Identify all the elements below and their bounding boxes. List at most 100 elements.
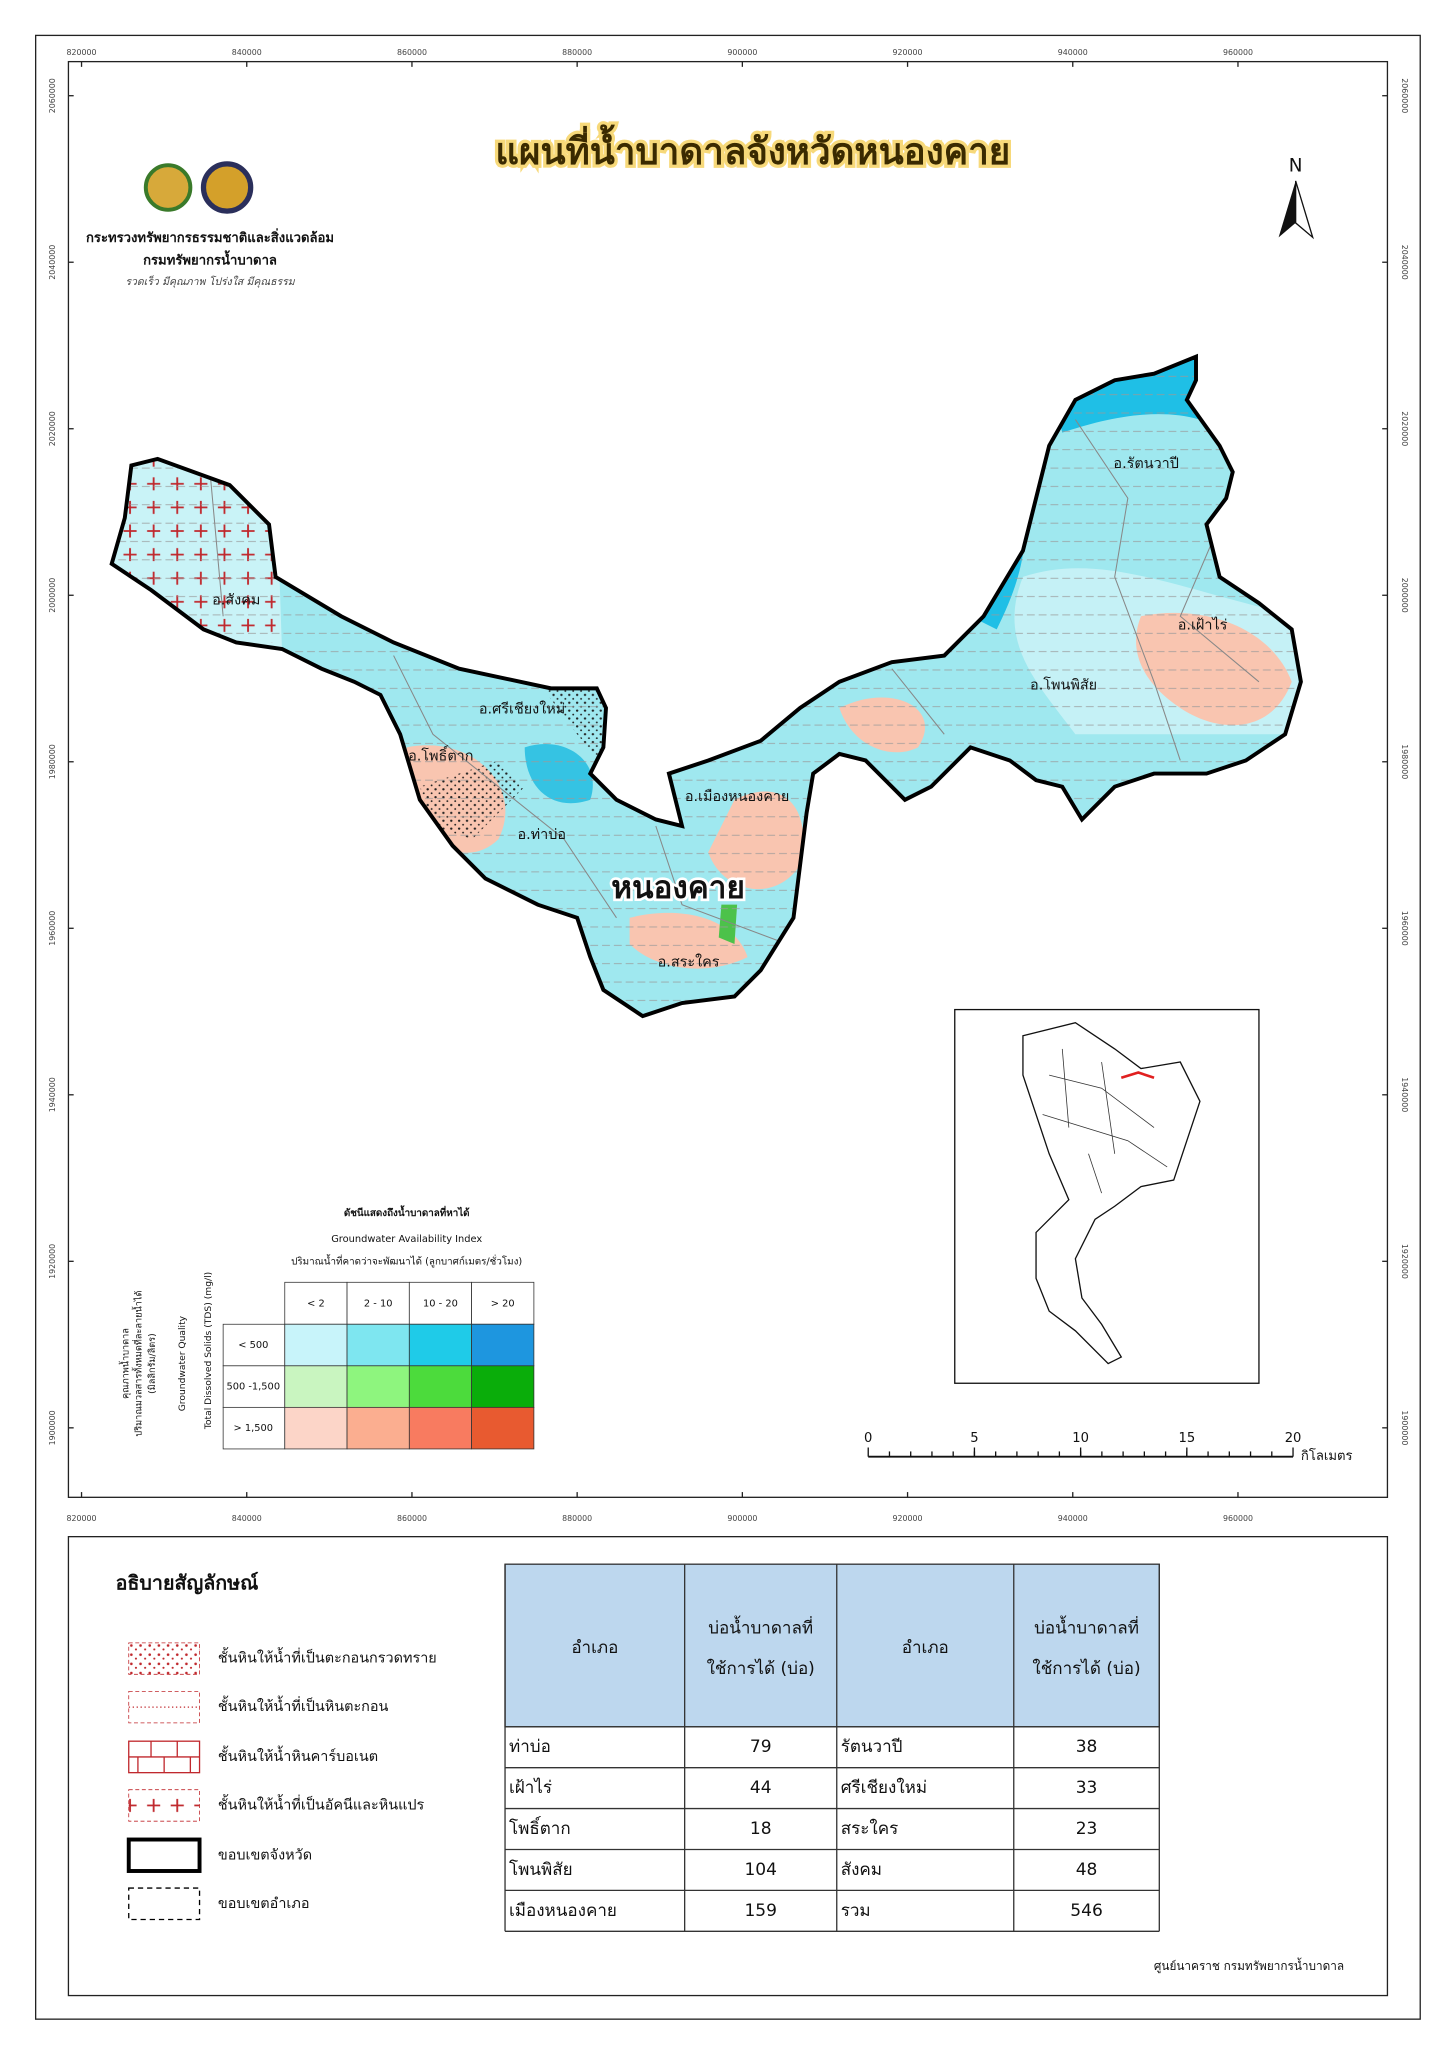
y-tick-label: 1960000	[48, 911, 57, 946]
y-tick-label: 1900000	[1400, 1410, 1409, 1445]
x-tick-label: 840000	[232, 48, 262, 57]
y-tick-label: 2000000	[48, 578, 57, 613]
district-label: อ.ศรีเชียงใหม่	[479, 700, 565, 717]
x-tick-label: 900000	[727, 1514, 757, 1523]
x-tick-label: 940000	[1058, 48, 1088, 57]
table-header: บ่อน้ำบาดาลที่	[708, 1615, 813, 1638]
north-label: N	[1289, 156, 1303, 177]
index-cell	[346, 1406, 410, 1450]
table-cell: รวม	[841, 1901, 871, 1921]
index-row-label: > 1,500	[234, 1423, 273, 1434]
legend-symbols	[126, 1642, 202, 1921]
north-arrow-left	[1278, 180, 1296, 238]
coordinate-ticks: 820000 820000 840000 840000 860000 860000 8800…	[48, 48, 1409, 1523]
table-header: ใช้การได้ (บ่อ)	[707, 1658, 815, 1679]
x-tick-label: 860000	[397, 48, 427, 57]
x-tick-label: 840000	[232, 1514, 262, 1523]
index-title: ดัชนีแสดงถึงน้ำบาดาลที่หาได้	[344, 1205, 470, 1219]
table-cell: 38	[1076, 1737, 1098, 1757]
index-row-header	[222, 1365, 286, 1408]
ministry-name: กระทรวงทรัพยากรธรรมชาติและสิ่งแวดล้อม	[86, 227, 334, 246]
x-tick-label: 960000	[1223, 48, 1253, 57]
y-tick-label: 1940000	[1400, 1077, 1409, 1112]
table-cell: 104	[744, 1860, 777, 1880]
index-row-header	[222, 1406, 286, 1450]
table-cell: 546	[1070, 1901, 1103, 1921]
well-table: อำเภอ บ่อน้ำบาดาลที่ใช้การได้ (บ่อ) อำเภอ บ…	[504, 1563, 1160, 1932]
scale-label: 15	[1178, 1431, 1195, 1446]
index-cell	[471, 1365, 535, 1408]
scale-label: 10	[1072, 1431, 1089, 1446]
index-row-label: < 500	[238, 1340, 268, 1351]
index-cell	[408, 1365, 472, 1408]
legend-item-label: ชั้นหินให้น้ำหินคาร์บอเนต	[218, 1745, 378, 1765]
scale-label: 5	[970, 1431, 978, 1446]
legend-symbol	[128, 1887, 201, 1921]
map-title: แผนที่น้ำบาดาลจังหวัดหนองคาย	[495, 124, 1010, 173]
x-tick-label: 920000	[893, 48, 923, 57]
credit: ศูนย์นาคราช กรมทรัพยากรน้ำบาดาล	[1154, 1957, 1344, 1974]
y-tick-label: 2020000	[1400, 411, 1409, 446]
district-label: อ.สังคม	[212, 593, 260, 609]
legend-item-label: ขอบเขตจังหวัด	[218, 1847, 312, 1863]
index-axis-y: ปริมาณมวลสารทั้งหมดที่ละลายน้ำได้	[131, 1291, 145, 1437]
table-header: ใช้การได้ (บ่อ)	[1032, 1658, 1140, 1679]
table-cell: 159	[744, 1901, 777, 1921]
logo-ministry	[143, 163, 193, 212]
index-legend: ดัชนีแสดงถึงน้ำบาดาลที่หาได้ Groundwater…	[118, 1205, 535, 1450]
district-label: อ.โพธิ์ตาก	[408, 745, 473, 765]
y-tick-label: 1900000	[48, 1410, 57, 1445]
index-cell	[284, 1323, 348, 1367]
x-tick-label: 940000	[1058, 1514, 1088, 1523]
legend-item-label: ขอบเขตอำเภอ	[218, 1896, 310, 1912]
y-tick-label: 1960000	[1400, 911, 1409, 946]
table-cell: 23	[1076, 1819, 1098, 1839]
y-tick-label: 1920000	[1400, 1244, 1409, 1279]
x-tick-label: 960000	[1223, 1514, 1253, 1523]
index-cell	[471, 1406, 535, 1450]
table-cell: 79	[750, 1737, 772, 1757]
y-tick-label: 1940000	[48, 1077, 57, 1112]
province-lines	[1042, 1048, 1168, 1194]
index-row-header	[222, 1323, 286, 1367]
table-cell: 18	[750, 1819, 772, 1839]
y-tick-label: 2020000	[48, 411, 57, 446]
legend-item-label: ชั้นหินให้น้ำที่เป็นหินตะกอน	[218, 1695, 389, 1715]
index-axis-y: คุณภาพน้ำบาดาล	[118, 1328, 132, 1399]
table-cell: โพธิ์ตาก	[509, 1816, 571, 1839]
index-column-label: 2 - 10	[364, 1298, 393, 1309]
legend-items: ชั้นหินให้น้ำที่เป็นตะกอนกรวดทรายชั้นหิน…	[218, 1647, 437, 1912]
x-tick-label: 860000	[397, 1514, 427, 1523]
table-cell: เฝ้าไร่	[509, 1777, 552, 1798]
table-cell: ศรีเชียงใหม่	[841, 1777, 927, 1798]
y-tick-label: 1980000	[48, 744, 57, 779]
district-label: อ.เมืองหนองคาย	[685, 788, 790, 805]
index-header-cell	[471, 1281, 535, 1325]
district-label: อ.ท่าบ่อ	[517, 827, 566, 843]
scale-unit: กิโลเมตร	[1301, 1448, 1353, 1464]
y-tick-label: 2060000	[48, 78, 57, 113]
district-label: อ.สระใคร	[658, 953, 720, 970]
y-tick-label: 2060000	[1400, 78, 1409, 113]
district-label: อ.เฝ้าไร่	[1178, 615, 1228, 633]
y-tick-label: 1920000	[48, 1244, 57, 1279]
index-cell	[408, 1406, 472, 1450]
index-axis-y: (มิลลิกรัม/ลิตร)	[147, 1333, 158, 1393]
x-tick-label: 880000	[562, 48, 592, 57]
y-tick-label: 2000000	[1400, 578, 1409, 613]
table-cell: สังคม	[841, 1860, 882, 1880]
table-header: บ่อน้ำบาดาลที่	[1034, 1615, 1139, 1638]
logo-department	[200, 161, 254, 214]
table-cell: โพนพิสัย	[509, 1859, 573, 1880]
index-cell	[346, 1323, 410, 1367]
index-row-label: 500 -1,500	[227, 1382, 281, 1393]
index-axis-x: ปริมาณน้ำที่คาดว่าจะพัฒนาได้ (ลูกบาศก์เม…	[291, 1253, 522, 1267]
index-header-cell	[408, 1281, 472, 1325]
table-cell: 33	[1076, 1778, 1098, 1798]
index-column-label: 10 - 20	[423, 1298, 458, 1309]
legend-frame	[67, 1536, 1389, 1997]
x-tick-label: 820000	[67, 48, 97, 57]
table-header-bg	[504, 1563, 1160, 1728]
legend-symbol-line	[128, 1741, 200, 1773]
